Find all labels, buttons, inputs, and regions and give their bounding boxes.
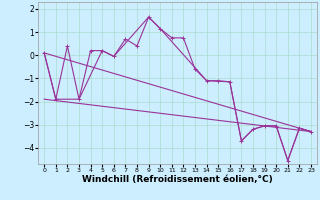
X-axis label: Windchill (Refroidissement éolien,°C): Windchill (Refroidissement éolien,°C) bbox=[82, 175, 273, 184]
